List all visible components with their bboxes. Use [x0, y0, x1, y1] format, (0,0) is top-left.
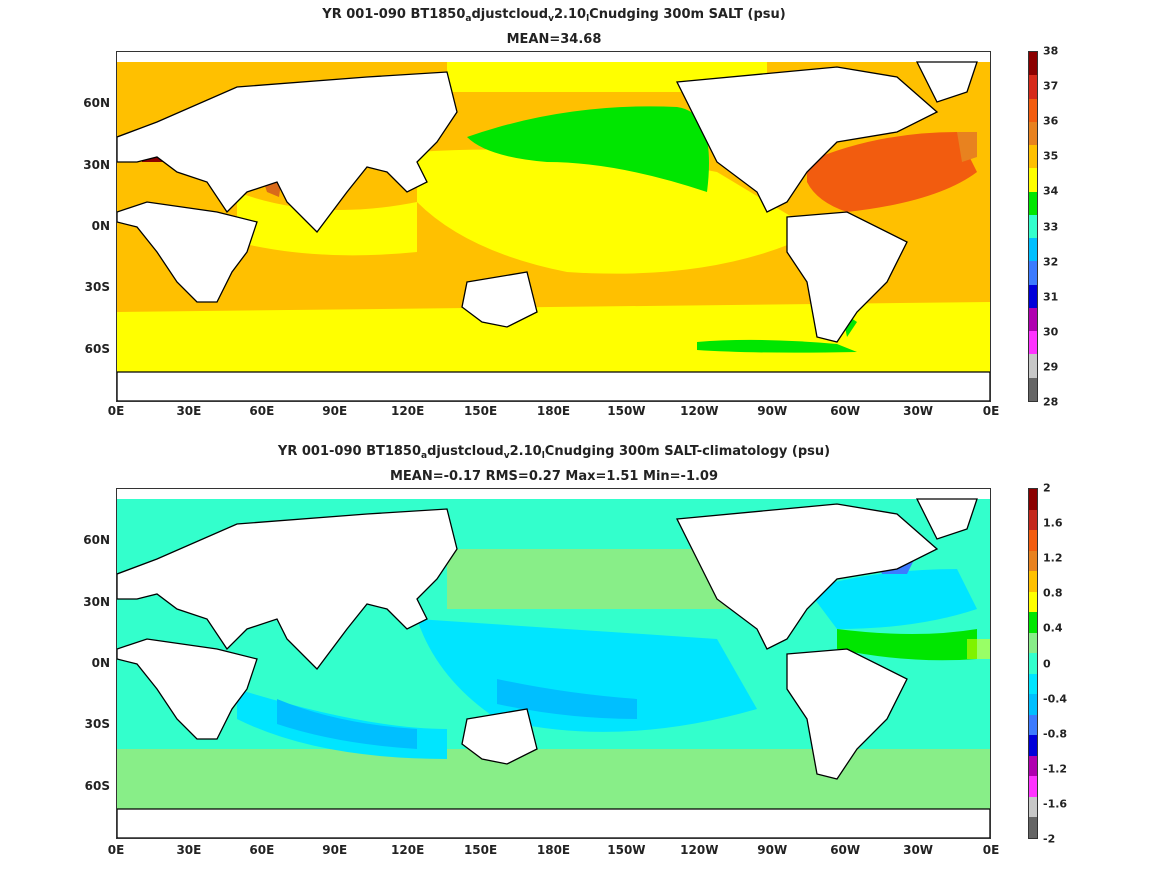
x-tick: 180E: [536, 843, 571, 857]
x-tick: 90W: [757, 843, 788, 857]
x-tick: 60W: [830, 843, 861, 857]
colorbar-swatch: [1029, 817, 1037, 838]
colorbar-swatch: [1029, 284, 1037, 308]
colorbar-swatch: [1029, 75, 1037, 99]
colorbar-swatch: [1029, 354, 1037, 378]
x-tick: 0E: [107, 843, 125, 857]
colorbar: [1028, 488, 1038, 839]
y-tick: 30S: [84, 280, 110, 294]
x-tick: 120W: [680, 404, 719, 418]
x-tick: 0E: [107, 404, 125, 418]
x-tick: 90W: [757, 404, 788, 418]
colorbar-swatch: [1029, 735, 1037, 756]
colorbar-swatch: [1029, 489, 1037, 510]
colorbar-label: 28: [1043, 395, 1059, 409]
colorbar-swatch: [1029, 214, 1037, 239]
colorbar-swatch: [1029, 694, 1037, 715]
colorbar-label: 36: [1043, 114, 1059, 128]
colorbar-swatch: [1029, 261, 1037, 285]
colorbar-swatch: [1029, 632, 1037, 654]
y-tick: 60N: [83, 533, 110, 547]
x-tick: 60E: [249, 404, 275, 418]
x-tick: 30E: [176, 404, 202, 418]
colorbar-swatch: [1029, 571, 1037, 592]
salinity-anomaly-map: [116, 488, 991, 839]
x-tick: 30W: [903, 843, 934, 857]
colorbar-swatch: [1029, 653, 1037, 674]
colorbar-label: 37: [1043, 79, 1059, 93]
colorbar-swatch: [1029, 145, 1037, 169]
colorbar-label: 29: [1043, 360, 1059, 374]
panel-subtitle: MEAN=-0.17 RMS=0.27 Max=1.51 Min=-1.09: [389, 469, 719, 484]
colorbar-label: -0.8: [1043, 727, 1068, 741]
y-tick: 30N: [83, 158, 110, 172]
x-tick: 120E: [391, 843, 425, 857]
x-tick: 180E: [536, 404, 571, 418]
panel-title: YR 001-090 BT1850adjustcloudv2.10lCnudgi…: [322, 7, 786, 24]
y-tick: 60S: [84, 779, 110, 793]
colorbar-swatch: [1029, 52, 1037, 76]
colorbar-swatch: [1029, 121, 1037, 146]
colorbar-label: 2: [1043, 481, 1051, 495]
colorbar-label: 0.8: [1043, 586, 1063, 600]
y-tick: 0N: [91, 656, 110, 670]
colorbar-label: 31: [1043, 290, 1059, 304]
x-tick: 90E: [322, 404, 348, 418]
x-tick: 30W: [903, 404, 934, 418]
colorbar-label: 1.2: [1043, 551, 1063, 565]
panel-subtitle: MEAN=34.68: [506, 32, 602, 47]
x-tick: 150W: [607, 404, 646, 418]
colorbar-swatch: [1029, 550, 1037, 572]
colorbar-swatch: [1029, 168, 1037, 192]
y-tick: 30N: [83, 595, 110, 609]
colorbar-label: 32: [1043, 255, 1059, 269]
salinity-map: [116, 51, 991, 402]
colorbar-label: -1.6: [1043, 797, 1068, 811]
colorbar-label: -1.2: [1043, 762, 1068, 776]
colorbar-swatch: [1029, 307, 1037, 332]
colorbar-swatch: [1029, 331, 1037, 355]
y-tick: 60S: [84, 342, 110, 356]
colorbar-swatch: [1029, 714, 1037, 736]
colorbar-swatch: [1029, 509, 1037, 531]
colorbar-swatch: [1029, 796, 1037, 818]
colorbar-label: 0: [1043, 657, 1051, 670]
x-tick: 0E: [982, 843, 1000, 857]
colorbar-swatch: [1029, 612, 1037, 633]
colorbar-swatch: [1029, 98, 1037, 122]
colorbar-swatch: [1029, 776, 1037, 797]
colorbar-label: 33: [1043, 220, 1059, 233]
x-tick: 30E: [176, 843, 202, 857]
colorbar: [1028, 51, 1038, 402]
x-tick: 150E: [463, 843, 498, 857]
colorbar-label: 1.6: [1043, 516, 1063, 530]
colorbar-label: 34: [1043, 184, 1059, 198]
colorbar-swatch: [1029, 591, 1037, 613]
x-tick: 150E: [463, 404, 498, 418]
colorbar-label: -2: [1043, 832, 1056, 846]
colorbar-label: 38: [1043, 44, 1059, 58]
panel-title: YR 001-090 BT1850adjustcloudv2.10lCnudgi…: [277, 444, 831, 461]
y-tick: 30S: [84, 717, 110, 731]
colorbar-swatch: [1029, 530, 1037, 551]
colorbar-label: -0.4: [1043, 692, 1068, 706]
x-tick: 60W: [830, 404, 861, 418]
y-tick: 60N: [83, 96, 110, 110]
x-tick: 90E: [322, 843, 348, 857]
x-tick: 120W: [680, 843, 719, 857]
colorbar-swatch: [1029, 755, 1037, 777]
colorbar-label: 35: [1043, 149, 1059, 163]
colorbar-swatch: [1029, 673, 1037, 695]
x-tick: 60E: [249, 843, 275, 857]
x-tick: 120E: [391, 404, 425, 418]
x-tick: 0E: [982, 404, 1000, 418]
y-tick: 0N: [91, 219, 110, 233]
colorbar-swatch: [1029, 238, 1037, 262]
colorbar-swatch: [1029, 377, 1037, 401]
colorbar-label: 30: [1043, 325, 1059, 339]
x-tick: 150W: [607, 843, 646, 857]
colorbar-label: 0.4: [1043, 621, 1063, 635]
colorbar-swatch: [1029, 191, 1037, 215]
